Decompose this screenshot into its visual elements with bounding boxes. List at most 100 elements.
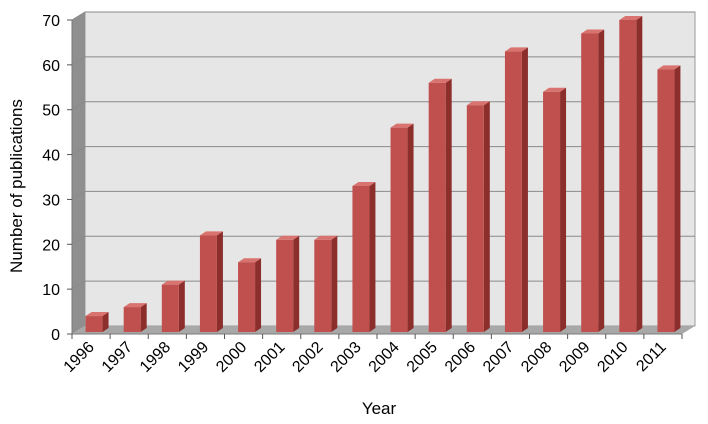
bar <box>199 231 223 332</box>
x-tick-label: 2007 <box>480 339 517 376</box>
bar-front <box>581 33 599 332</box>
bar-side <box>636 16 643 332</box>
x-tick-label: 1999 <box>175 339 212 376</box>
y-tick-label: 0 <box>51 327 60 344</box>
x-tick-label: 2004 <box>366 339 403 376</box>
gridline-depth <box>71 191 86 200</box>
bar-top <box>581 29 605 34</box>
y-tick-label: 10 <box>42 282 60 299</box>
bar-front <box>161 284 179 332</box>
bar <box>619 16 643 332</box>
bar-side <box>445 78 452 332</box>
bar-top <box>161 280 185 285</box>
x-tick-label: 2011 <box>633 339 669 375</box>
x-tick-label: 2009 <box>556 339 593 376</box>
gridline-depth <box>71 101 86 111</box>
bar <box>314 235 338 332</box>
bar-front <box>543 91 561 333</box>
bar-front <box>123 307 141 332</box>
bar-front <box>428 82 446 332</box>
gridline-depth <box>71 11 86 21</box>
bar-front <box>657 69 675 332</box>
bar-front <box>314 239 332 332</box>
bar-front <box>390 127 408 333</box>
plot-walls <box>72 11 696 334</box>
bar-side <box>521 47 528 333</box>
bar-top <box>619 16 643 20</box>
bar-side <box>369 181 376 332</box>
bar <box>276 235 300 332</box>
bar <box>581 29 605 332</box>
bar-side <box>598 29 605 332</box>
bar-front <box>238 262 256 332</box>
x-tick-label: 2005 <box>404 339 441 376</box>
gridline-depth <box>71 280 86 290</box>
x-tick-label: 2000 <box>213 339 250 376</box>
bar-top <box>657 65 681 70</box>
y-tick-label: 30 <box>42 192 60 209</box>
plot-floor <box>72 326 695 334</box>
y-tick-label: 60 <box>42 58 60 75</box>
x-tick-label: 1996 <box>61 339 98 376</box>
bar-top <box>123 303 147 308</box>
bar-side <box>293 235 300 332</box>
bar <box>466 101 490 332</box>
y-tick-label: 20 <box>42 237 60 254</box>
x-tick-label: 2003 <box>328 339 365 376</box>
bar-top <box>85 312 109 317</box>
bar-front <box>352 185 370 332</box>
bar <box>504 47 528 333</box>
bar-side <box>255 258 262 332</box>
bar <box>238 258 262 332</box>
bar-top <box>314 235 338 240</box>
x-tick-label: 2002 <box>289 339 326 376</box>
bar <box>352 181 376 332</box>
bar-side <box>560 87 567 333</box>
bar-top <box>276 235 300 240</box>
bar <box>85 312 109 332</box>
x-tick-label: 1997 <box>99 339 136 376</box>
bar-top <box>543 87 567 92</box>
bar <box>123 303 147 332</box>
bar <box>657 65 681 332</box>
bars-group <box>85 16 681 333</box>
bar-front <box>619 20 637 332</box>
bar <box>161 280 185 332</box>
x-tick-label: 2008 <box>518 339 555 376</box>
gridline-depth <box>71 56 86 66</box>
bar-side <box>407 123 414 333</box>
bar-front <box>199 235 217 332</box>
y-tick-labels: 0 10 20 30 40 50 60 70 <box>42 13 72 344</box>
bar <box>428 78 452 332</box>
bar-side <box>140 303 147 332</box>
bar-top <box>466 101 490 106</box>
bar-side <box>483 101 490 332</box>
bar <box>390 123 414 333</box>
x-tick-label: 1998 <box>137 339 174 376</box>
bar-top <box>199 231 223 236</box>
plot-left-wall <box>72 12 85 334</box>
x-axis-title: Year <box>362 399 397 418</box>
y-axis-title: Number of publications <box>7 99 26 273</box>
bar-side <box>102 312 109 332</box>
x-tick-labels: 1996 1997 1998 1999 2000 2001 2002 2003 2004 2005… <box>61 334 683 376</box>
y-tick-label: 40 <box>42 148 60 165</box>
bar-top <box>390 123 414 128</box>
bar-top <box>352 181 376 186</box>
bar-side <box>674 65 681 332</box>
x-tick-label: 2001 <box>251 339 288 376</box>
x-tick-label: 2006 <box>442 339 479 376</box>
gridline-depth <box>71 146 86 155</box>
bar-side <box>216 231 223 332</box>
gridline-depth <box>71 235 86 245</box>
bar-side <box>331 235 338 332</box>
y-tick-label: 70 <box>42 13 60 30</box>
x-tick-label: 2010 <box>594 339 631 376</box>
y-tick-label: 50 <box>42 103 60 120</box>
bar-side <box>178 280 185 332</box>
bar-front <box>466 105 484 332</box>
bar-front <box>85 316 103 332</box>
bar-front <box>276 239 294 332</box>
bar-front <box>504 51 522 333</box>
